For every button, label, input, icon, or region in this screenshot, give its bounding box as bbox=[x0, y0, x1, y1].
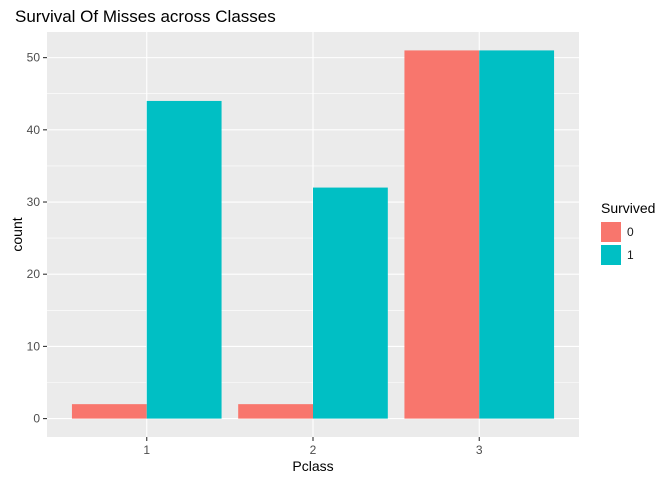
y-tick-label: 20 bbox=[27, 267, 41, 281]
legend-title: Survived bbox=[601, 200, 656, 216]
bar-pclass-3-survived-1 bbox=[479, 50, 555, 419]
legend-label-1: 1 bbox=[627, 247, 634, 262]
legend-item-0: 0 bbox=[601, 220, 655, 243]
x-axis-label: Pclass bbox=[292, 458, 333, 474]
bar-pclass-3-survived-0 bbox=[404, 50, 480, 419]
bar-pclass-1-survived-0 bbox=[71, 404, 147, 419]
y-axis: 0 10 20 30 40 50 bbox=[27, 51, 47, 426]
y-axis-label: count bbox=[9, 217, 25, 251]
x-tick-label: 3 bbox=[476, 443, 483, 457]
y-tick-label: 30 bbox=[27, 195, 41, 209]
y-tick-label: 0 bbox=[33, 412, 40, 426]
x-tick-label: 1 bbox=[143, 443, 150, 457]
x-tick-label: 2 bbox=[310, 443, 317, 457]
x-axis: 1 2 3 bbox=[143, 437, 483, 457]
bar-pclass-1-survived-1 bbox=[146, 100, 222, 419]
legend-item-1: 1 bbox=[601, 243, 655, 266]
bars bbox=[71, 50, 555, 419]
y-tick-label: 50 bbox=[27, 51, 41, 65]
legend-swatch-0 bbox=[601, 221, 621, 242]
bar-pclass-2-survived-1 bbox=[313, 187, 388, 419]
y-tick-label: 10 bbox=[27, 339, 41, 353]
bar-pclass-2-survived-0 bbox=[238, 404, 313, 419]
legend-label-0: 0 bbox=[627, 224, 634, 239]
legend: Survived 0 1 bbox=[601, 200, 655, 266]
chart-title: Survival Of Misses across Classes bbox=[15, 7, 276, 26]
legend-swatch-1 bbox=[601, 244, 621, 265]
y-tick-label: 40 bbox=[27, 123, 41, 137]
